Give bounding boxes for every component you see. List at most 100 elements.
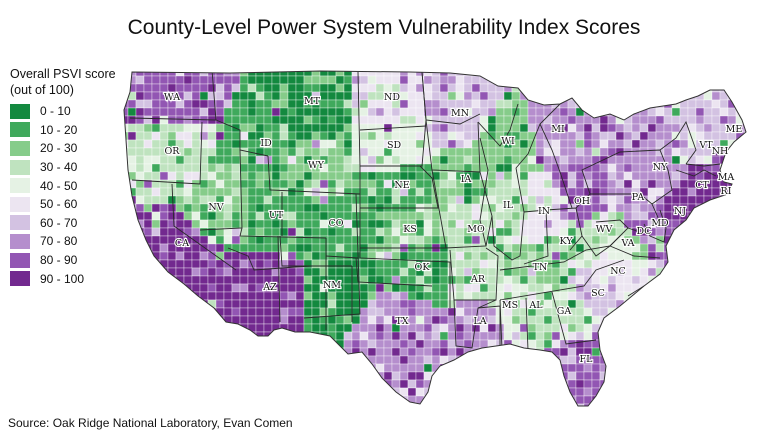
- county-cell: [124, 227, 129, 237]
- county-cell: [159, 371, 169, 381]
- county-cell: [607, 179, 617, 189]
- county-cell: [367, 387, 377, 397]
- county-cell: [343, 83, 353, 93]
- county-cell: [439, 251, 449, 261]
- county-cell: [151, 203, 161, 213]
- county-cell: [639, 171, 649, 181]
- county-cell: [303, 355, 313, 365]
- county-cell: [711, 91, 721, 101]
- county-cell: [695, 171, 705, 181]
- county-cell: [719, 275, 729, 285]
- county-cell: [503, 387, 513, 397]
- state-label-in: IN: [538, 206, 550, 217]
- county-cell: [608, 412, 616, 416]
- county-cell: [247, 347, 257, 357]
- state-label-ut: UT: [269, 210, 284, 221]
- county-cell: [551, 395, 561, 405]
- county-cell: [223, 187, 233, 197]
- county-cell: [159, 339, 169, 349]
- county-cell: [607, 235, 617, 245]
- county-cell: [327, 139, 337, 149]
- county-cell: [367, 339, 377, 349]
- county-cell: [711, 403, 721, 406]
- county-cell: [124, 299, 129, 309]
- county-cell: [711, 307, 721, 317]
- county-cell: [124, 275, 129, 285]
- county-cell: [127, 99, 137, 109]
- county-cell: [199, 83, 209, 93]
- county-cell: [295, 291, 305, 301]
- county-cell: [488, 60, 496, 68]
- county-cell: [191, 339, 201, 349]
- county-cell: [343, 299, 353, 309]
- county-cell: [599, 71, 609, 77]
- county-cell: [439, 267, 449, 277]
- county-cell: [375, 291, 385, 301]
- county-cell: [695, 75, 705, 85]
- source-note: Source: Oak Ridge National Laboratory, E…: [8, 416, 293, 430]
- county-cell: [559, 203, 569, 213]
- county-cell: [615, 387, 625, 397]
- county-cell: [127, 387, 137, 397]
- state-label-ms: MS: [502, 300, 518, 311]
- county-cell: [239, 395, 249, 405]
- county-cell: [424, 60, 432, 68]
- county-cell: [359, 107, 369, 117]
- county-cell: [687, 83, 697, 93]
- county-cell: [207, 235, 217, 245]
- county-cell: [312, 60, 320, 68]
- county-cell: [423, 363, 433, 373]
- county-cell: [167, 387, 177, 397]
- county-cell: [695, 99, 705, 109]
- county-cell: [124, 323, 129, 333]
- county-cell: [351, 179, 361, 189]
- county-cell: [327, 71, 337, 77]
- county-cell: [583, 299, 593, 309]
- county-cell: [711, 243, 721, 253]
- county-cell: [735, 139, 745, 149]
- county-cell: [695, 347, 705, 357]
- county-cell: [183, 387, 193, 397]
- county-cell: [743, 259, 746, 269]
- county-cell: [375, 315, 385, 325]
- county-cell: [567, 331, 577, 341]
- county-cell: [239, 107, 249, 117]
- county-cell: [159, 331, 169, 341]
- county-cell: [647, 259, 657, 269]
- county-cell: [124, 83, 129, 93]
- county-cell: [175, 347, 185, 357]
- county-cell: [359, 251, 369, 261]
- county-cell: [671, 331, 681, 341]
- county-cell: [687, 71, 697, 77]
- county-cell: [527, 355, 537, 365]
- legend-item: 40 - 50: [10, 176, 140, 195]
- county-cell: [207, 275, 217, 285]
- county-cell: [455, 235, 465, 245]
- county-cell: [487, 331, 497, 341]
- county-cell: [568, 60, 576, 68]
- county-cell: [535, 403, 545, 406]
- county-cell: [599, 307, 609, 317]
- county-cell: [591, 179, 601, 189]
- county-cell: [647, 403, 657, 406]
- county-cell: [223, 355, 233, 365]
- county-cell: [319, 299, 329, 309]
- county-cell: [367, 99, 377, 109]
- county-cell: [367, 291, 377, 301]
- county-cell: [231, 203, 241, 213]
- county-cell: [447, 75, 457, 85]
- county-cell: [375, 131, 385, 141]
- county-cell: [271, 291, 281, 301]
- county-cell: [175, 315, 185, 325]
- county-cell: [135, 251, 145, 261]
- county-cell: [303, 403, 313, 406]
- county-cell: [679, 243, 689, 253]
- county-cell: [591, 211, 601, 221]
- legend-swatch: [10, 178, 30, 194]
- county-cell: [615, 71, 625, 77]
- county-cell: [303, 243, 313, 253]
- county-cell: [255, 203, 265, 213]
- county-cell: [687, 107, 697, 117]
- county-cell: [711, 291, 721, 301]
- county-cell: [527, 331, 537, 341]
